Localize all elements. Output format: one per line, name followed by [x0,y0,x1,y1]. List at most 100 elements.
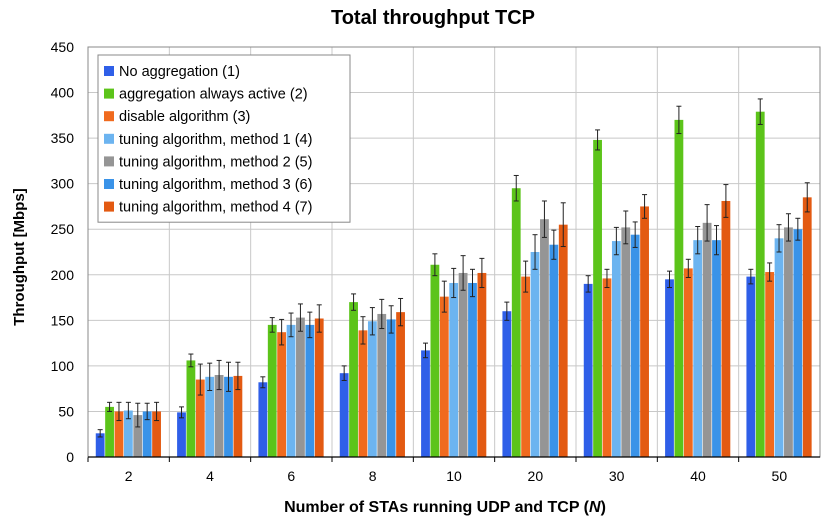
bar-s7-n6 [314,318,324,457]
bar-s7-n30 [640,206,649,457]
error-bar-s5-n6 [297,303,303,332]
error-bar-s3-n20 [523,260,529,293]
error-bar-s4-n8 [369,307,375,336]
bar-s4-n40 [693,240,703,457]
error-bar-s2-n20 [513,174,519,202]
bar-s4-n8 [367,321,377,457]
y-tick-label-100: 100 [51,358,75,374]
legend-box [97,54,351,223]
bar-s7-n40 [721,200,731,457]
bar-s1-n30 [583,283,593,457]
x-tick-labels: 2 4 6 8 10 20 30 40 50 [125,468,788,484]
error-bar-s6-n2 [144,402,150,421]
bar-s1-n8 [339,373,349,457]
bar-s1-n20 [502,311,512,457]
y-tick-labels: 0 50 100 150 200 250 300 350 400 450 [51,39,75,465]
error-bar-s7-n20 [560,202,566,248]
error-bar-s2-n2 [107,401,113,412]
bar-s3-n50 [765,272,775,457]
bar-s6-n6 [305,324,315,457]
error-bar-s2-n30 [595,129,601,151]
bar-s2-n40 [674,119,684,457]
error-bar-s6-n6 [307,311,313,339]
bar-s1-n2 [95,433,105,457]
x-tick-label-40: 40 [690,468,706,484]
bar-s7-n8 [396,312,405,457]
bar-s5-n20 [540,219,549,457]
x-axis-label: Number of STAs running UDP and TCP (N) [284,499,606,516]
bar-s5-n30 [621,227,631,457]
bar-s2-n8 [349,302,358,457]
error-bar-s7-n2 [154,401,160,422]
error-bar-s6-n20 [551,229,557,260]
plot-frame [87,46,821,462]
error-bar-s3-n6 [279,318,285,346]
error-bar-s3-n2 [116,401,122,422]
error-bar-s7-n4 [235,361,241,391]
bar-s1-n10 [421,350,430,457]
legend-swatch-4 [104,133,114,144]
bar-s2-n6 [267,324,277,457]
error-bar-s4-n20 [532,234,538,270]
y-tick-label-400: 400 [51,85,75,101]
error-bar-s3-n4 [197,363,203,396]
error-bar-s6-n10 [470,268,475,298]
bar-s4-n10 [449,282,459,457]
error-bar-s2-n10 [432,253,438,277]
error-bar-s3-n40 [685,258,691,279]
x-axis-label-suffix: ) [601,499,606,516]
y-tick-label-350: 350 [51,130,75,146]
legend-swatch-3 [104,111,114,122]
legend-item-6: tuning algorithm, method 3 (6) [104,177,312,193]
legend: No aggregation (1) aggregation always act… [97,54,351,223]
error-bar-s1-n8 [341,365,347,381]
legend-swatch-1 [104,66,114,76]
bar-s2-n20 [511,188,521,457]
bar-s3-n30 [602,278,612,457]
x-axis-label-variable: N [589,499,601,516]
error-bar-s2-n40 [676,105,682,135]
error-bar-s7-n50 [804,182,810,213]
legend-label-1: No aggregation (1) [119,64,240,80]
error-bar-s1-n4 [179,406,184,419]
error-bar-s6-n4 [226,361,231,392]
bar-s5-n50 [784,227,793,457]
bar-s6-n8 [386,319,396,457]
bar-s2-n10 [430,264,440,457]
bar-s5-n40 [702,222,712,457]
x-tick-label-50: 50 [772,468,788,484]
legend-label-3: disable algorithm (3) [119,109,250,125]
bar-s4-n4 [205,376,215,457]
bar-s7-n50 [802,197,812,458]
y-tick-label-250: 250 [51,221,75,237]
error-bar-s3-n50 [767,262,773,282]
error-bar-s5-n10 [460,255,466,291]
bar-s3-n2 [114,411,124,457]
bar-s4-n20 [530,252,540,457]
error-bar-s1-n50 [748,268,754,285]
legend-label-2: aggregation always active (2) [119,87,308,103]
bar-s6-n20 [549,244,559,457]
y-tick-label-0: 0 [66,449,74,465]
bar-s7-n20 [558,224,568,457]
x-axis-label-prefix: Number of STAs running UDP and TCP ( [284,499,590,516]
bar-s2-n2 [105,406,114,457]
error-bar-s4-n4 [207,362,213,391]
legend-swatch-5 [104,156,114,167]
legend-label-6: tuning algorithm, method 3 (6) [119,177,312,193]
error-bar-s4-n50 [776,224,782,253]
y-tick-label-200: 200 [51,267,75,283]
error-bar-s5-n8 [379,298,385,330]
x-tick-label-30: 30 [609,468,625,484]
bar-s4-n2 [123,410,133,457]
bar-s5-n6 [296,317,305,457]
legend-item-5: tuning algorithm, method 2 (5) [104,154,312,170]
bar-s3-n40 [683,268,693,457]
error-bar-s4-n30 [613,226,619,256]
error-bar-s3-n8 [360,316,366,345]
error-bar-s4-n10 [451,267,457,299]
bar-s6-n40 [712,240,721,457]
error-bar-s2-n8 [351,293,357,311]
